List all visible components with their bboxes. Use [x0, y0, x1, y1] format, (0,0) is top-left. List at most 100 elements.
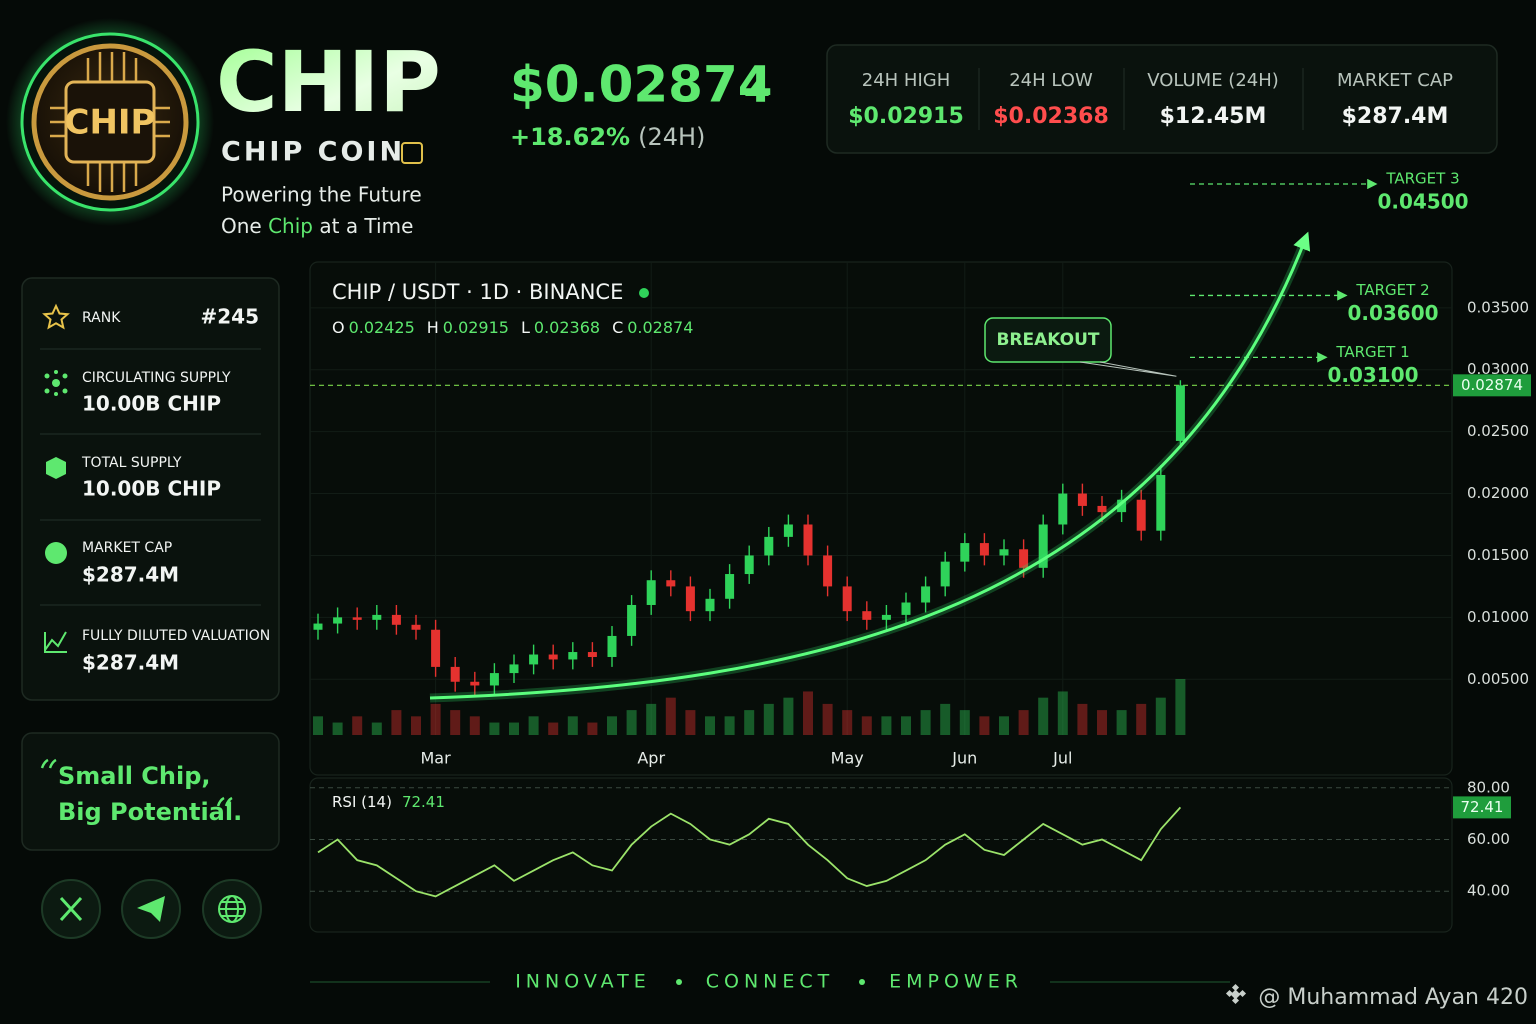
volume-bar	[724, 716, 735, 735]
star-icon	[42, 303, 70, 330]
candle-body	[470, 681, 480, 686]
volume-bar	[783, 697, 794, 735]
candle-body	[764, 536, 774, 556]
tagline: One Chip at a Time	[221, 214, 413, 238]
rsi-line	[317, 806, 1182, 898]
info-value: $287.4M	[82, 651, 179, 675]
quote-line: Small Chip,	[58, 762, 211, 790]
candle-body	[1175, 385, 1185, 441]
candle-body	[646, 580, 656, 605]
volume-bar	[1077, 703, 1088, 735]
chip-body	[64, 80, 156, 164]
stat-label: VOLUME (24H)	[1147, 70, 1279, 91]
candle-body	[1077, 493, 1087, 506]
volume-bar	[999, 716, 1009, 735]
volume-bar	[763, 703, 774, 735]
rsi-legend: RSI (14) 72.41	[332, 793, 445, 811]
x-tick-label: Mar	[421, 749, 452, 768]
ohlc-letter: H	[427, 318, 439, 337]
volume-bar	[469, 716, 480, 735]
target-value: 0.04500	[1377, 189, 1468, 213]
info-label: MARKET CAP	[82, 540, 172, 556]
y-tick-label: 0.02000	[1467, 484, 1529, 502]
candle-body	[529, 654, 539, 665]
info-value: #245	[200, 305, 259, 329]
volume-bar	[744, 710, 755, 735]
supply-icon	[46, 457, 66, 479]
fdv-icon	[44, 631, 67, 653]
rsi-tick-label: 40.00	[1467, 882, 1510, 900]
candle-body	[352, 617, 362, 620]
supply-icon	[44, 370, 68, 396]
quote-mark	[216, 796, 233, 807]
info-label: TOTAL SUPPLY	[81, 455, 182, 471]
volume-bar	[881, 716, 892, 735]
x-tick-label: Apr	[637, 749, 665, 768]
telegram-icon[interactable]	[137, 896, 165, 922]
volume-bar	[1097, 710, 1107, 735]
quote-panel	[21, 732, 280, 851]
candle-body	[823, 555, 833, 587]
ohlc-letter: O	[332, 318, 345, 337]
volume-bar	[646, 703, 657, 735]
x-button[interactable]	[41, 879, 101, 939]
volume-bar	[901, 716, 911, 735]
candle-body	[372, 614, 382, 620]
volume-bar	[803, 691, 813, 735]
candle-body	[627, 604, 637, 636]
price-tag	[1453, 374, 1531, 397]
motto-word: INNOVATE	[515, 971, 651, 993]
volume-bar	[509, 722, 519, 735]
globe-icon[interactable]	[218, 895, 246, 923]
quote-line: Big Potential.	[58, 798, 242, 826]
candle-body	[960, 543, 970, 562]
stat-label: 24H HIGH	[862, 70, 951, 91]
rsi-tag	[1453, 796, 1511, 819]
candle-body	[431, 629, 441, 667]
tagline-part: One	[221, 214, 268, 238]
volume-bar	[411, 716, 421, 735]
volume-bar	[567, 716, 578, 735]
volume-bar	[626, 710, 637, 735]
candle-body	[803, 524, 813, 556]
tagline-part: at a Time	[313, 214, 413, 238]
candle-body	[862, 611, 872, 620]
up-arrow	[745, 80, 769, 96]
ohlc-value: 0.02425	[349, 318, 415, 337]
rsi-tick-label: 80.00	[1467, 778, 1510, 796]
telegram-button[interactable]	[121, 879, 181, 939]
volume-bar	[352, 716, 363, 735]
candle-body	[509, 664, 519, 674]
website-button[interactable]	[202, 879, 262, 939]
volume-bar	[920, 710, 931, 735]
change-value: +18.62%	[510, 123, 630, 151]
ohlc-letter: C	[612, 318, 623, 337]
motto-word: CONNECT	[706, 971, 835, 993]
candle-body	[783, 524, 793, 537]
price: $0.02874	[510, 56, 773, 114]
volume-bar	[607, 716, 617, 735]
live-dot	[639, 288, 649, 298]
stat-value: $0.02915	[848, 104, 964, 129]
candle-body	[1136, 499, 1146, 531]
volume-bar	[1057, 691, 1068, 735]
info-value: 10.00B CHIP	[82, 392, 221, 416]
chart-layer: 0.00500 0.01000 0.01500 0.02000 0.02500 0.030…	[310, 169, 1531, 900]
ticker: CHIP	[216, 33, 441, 131]
chart-panel	[309, 261, 1453, 776]
ohlc-legend: O 0.02425 H 0.02915 L 0.02368 C 0.02874	[332, 318, 693, 337]
candle-body	[725, 574, 735, 599]
y-tick-label: 0.01500	[1467, 546, 1529, 564]
logo: CHIP	[6, 18, 214, 226]
candle-body	[607, 635, 617, 657]
volume-bar	[1018, 710, 1029, 735]
candle-body	[744, 555, 754, 575]
candle-body	[921, 586, 931, 603]
info-value: $287.4M	[82, 563, 179, 587]
rsi-value: 72.41	[402, 793, 445, 811]
volume-bar	[1136, 703, 1147, 735]
motto-word: EMPOWER	[889, 971, 1023, 993]
x-icon[interactable]	[59, 896, 83, 922]
